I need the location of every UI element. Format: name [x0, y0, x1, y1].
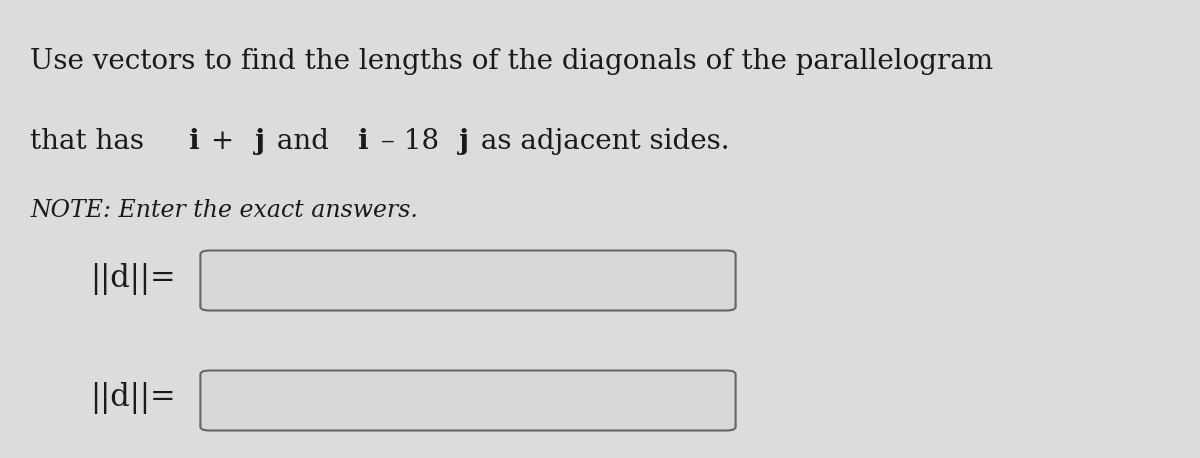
FancyBboxPatch shape [200, 251, 736, 311]
Text: +: + [203, 128, 244, 155]
Text: NOTE: Enter the exact answers.: NOTE: Enter the exact answers. [30, 199, 418, 222]
Text: ||d||=: ||d||= [90, 382, 175, 414]
Text: ||d||=: ||d||= [90, 263, 175, 295]
Text: j: j [458, 128, 469, 155]
Text: as adjacent sides.: as adjacent sides. [472, 128, 730, 155]
Text: i: i [359, 128, 370, 155]
Text: i: i [188, 128, 199, 155]
Text: and: and [269, 128, 338, 155]
FancyBboxPatch shape [200, 371, 736, 431]
Text: – 18: – 18 [372, 128, 439, 155]
Text: Use vectors to find the lengths of the diagonals of the parallelogram: Use vectors to find the lengths of the d… [30, 48, 994, 75]
Text: j: j [256, 128, 265, 155]
Text: that has: that has [30, 128, 152, 155]
